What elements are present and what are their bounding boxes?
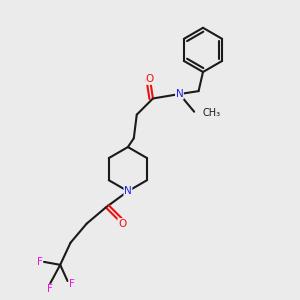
Text: CH₃: CH₃ bbox=[202, 108, 220, 118]
Text: N: N bbox=[124, 186, 132, 196]
Text: F: F bbox=[37, 257, 43, 267]
Text: F: F bbox=[47, 284, 53, 294]
Text: F: F bbox=[69, 279, 75, 289]
Text: O: O bbox=[146, 74, 154, 84]
Text: O: O bbox=[118, 219, 126, 229]
Text: N: N bbox=[176, 89, 183, 99]
